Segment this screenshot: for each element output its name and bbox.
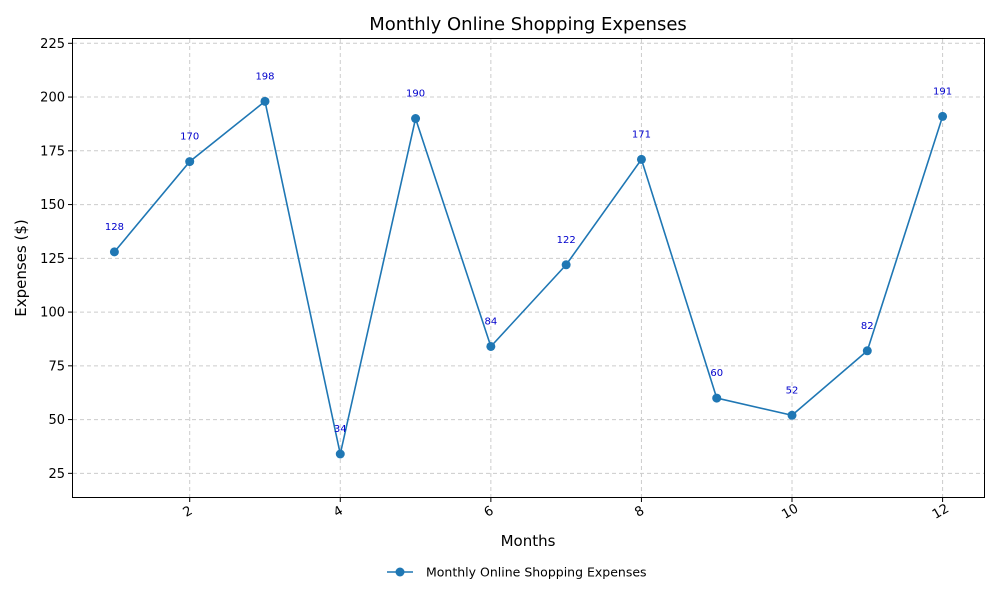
y-tick-label: 225: [40, 37, 65, 52]
y-tick-label: 175: [40, 144, 65, 159]
data-point: [787, 410, 797, 420]
data-label: 198: [255, 71, 274, 82]
data-point: [109, 247, 119, 257]
data-label: 122: [557, 235, 576, 246]
y-tick-label: 100: [40, 306, 65, 321]
legend-entry: Monthly Online Shopping Expenses: [426, 565, 647, 580]
legend: Monthly Online Shopping Expenses: [387, 565, 647, 580]
grid: [73, 39, 984, 497]
data-label: 190: [406, 89, 425, 100]
data-point: [862, 346, 872, 356]
plot-frame: [72, 38, 985, 498]
data-point: [335, 449, 345, 459]
x-axis-label: Months: [501, 532, 556, 550]
data-labels: 128 170 198 34 190 84 122 171 60 52 82 191: [105, 71, 952, 435]
legend-marker-swatch: [395, 567, 405, 577]
data-point: [486, 341, 496, 351]
y-tick-label: 50: [48, 413, 65, 428]
y-tick-label: 75: [48, 359, 65, 374]
data-label: 60: [710, 368, 723, 379]
data-label: 82: [861, 321, 874, 332]
data-point: [938, 111, 948, 121]
y-tick-label: 150: [40, 198, 65, 213]
data-label: 171: [632, 129, 651, 140]
data-point: [636, 154, 646, 164]
data-point: [561, 260, 571, 270]
data-point: [712, 393, 722, 403]
data-label: 128: [105, 222, 124, 233]
series-line: [113, 99, 944, 455]
x-tick-label: 12: [930, 501, 952, 522]
y-tick-label: 25: [48, 467, 65, 482]
y-tick-label: 200: [40, 91, 65, 106]
data-point: [185, 157, 195, 167]
y-tick-label: 125: [40, 252, 65, 267]
data-point: [411, 114, 421, 124]
data-label: 170: [180, 132, 199, 143]
y-axis-label: Expenses ($): [12, 219, 30, 317]
chart-title: Monthly Online Shopping Expenses: [369, 14, 687, 35]
data-label: 52: [786, 385, 799, 396]
x-tick-label: 10: [779, 501, 801, 522]
data-point: [260, 96, 270, 106]
data-label: 84: [484, 316, 497, 327]
data-label: 34: [334, 424, 347, 435]
series-layer: [109, 96, 948, 459]
data-label: 191: [933, 86, 952, 97]
